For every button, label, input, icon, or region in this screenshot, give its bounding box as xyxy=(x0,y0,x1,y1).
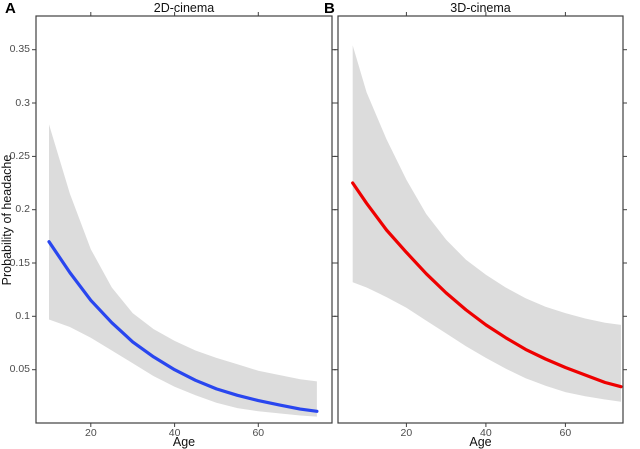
panel-border xyxy=(337,15,624,424)
y-tick-label: 0.25 xyxy=(9,149,30,162)
y-tick-label: 0.15 xyxy=(9,256,30,269)
x-tick-label: 60 xyxy=(252,427,265,439)
panel-b-x-axis-label: Age xyxy=(469,435,492,449)
confidence-band-3d xyxy=(352,45,621,402)
y-tick-label: 0.2 xyxy=(15,203,30,216)
x-tick-label: 20 xyxy=(400,427,413,439)
x-tick-label: 40 xyxy=(168,427,181,439)
panel-b-letter: B xyxy=(324,0,335,17)
predicted-probability-3d xyxy=(351,181,623,389)
confidence-band-2d xyxy=(49,124,317,417)
predicted-probability-2d xyxy=(47,240,319,413)
panel-a-x-axis-label: Age xyxy=(172,435,196,449)
y-tick-label: 0.3 xyxy=(15,96,30,109)
panel-a-title: 2D-cinema xyxy=(153,1,215,15)
x-tick-label: 20 xyxy=(85,427,97,439)
panel-b-title: 3D-cinema xyxy=(450,1,511,15)
panel-a-letter: A xyxy=(5,0,16,17)
panel-border xyxy=(35,15,333,424)
y-tick-label: 0.1 xyxy=(15,309,30,322)
y-tick-label: 0.35 xyxy=(9,43,30,56)
x-tick-label: 40 xyxy=(480,427,492,439)
y-tick-label: 0.05 xyxy=(9,363,30,376)
x-tick-label: 60 xyxy=(559,427,572,439)
